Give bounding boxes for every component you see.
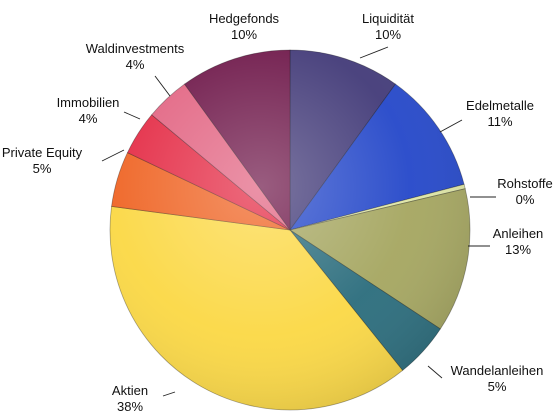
leader-line-aktien xyxy=(162,391,176,397)
slice-label-private-equity: Private Equity xyxy=(2,145,83,160)
leader-line-wandelanleihen xyxy=(427,365,443,379)
leader-line-immobilien xyxy=(123,111,141,120)
slice-label-immobilien: Immobilien xyxy=(57,95,120,110)
slice-label-edelmetalle: Edelmetalle xyxy=(466,98,534,113)
leader-line-private-equity xyxy=(101,149,125,162)
slice-value-aktien: 38% xyxy=(117,399,143,412)
slice-value-edelmetalle: 11% xyxy=(487,114,512,129)
leader-line-liquiditaet xyxy=(359,46,389,59)
slice-label-rohstoffe: Rohstoffe xyxy=(497,176,552,191)
slice-label-anleihen: Anleihen xyxy=(493,226,544,241)
slice-value-liquiditaet: 10% xyxy=(375,27,401,42)
slice-value-rohstoffe: 0% xyxy=(516,192,535,207)
leader-line-waldinvestments xyxy=(154,75,171,97)
slice-value-anleihen: 13% xyxy=(505,242,531,257)
slice-label-hedgefonds: Hedgefonds xyxy=(209,11,280,26)
leader-line-edelmetalle xyxy=(439,119,463,133)
slice-label-wandelanleihen: Wandelanleihen xyxy=(451,363,544,378)
slice-value-wandelanleihen: 5% xyxy=(488,379,507,394)
slice-value-private-equity: 5% xyxy=(33,161,52,176)
slice-value-waldinvestments: 4% xyxy=(126,57,145,72)
slice-value-immobilien: 4% xyxy=(79,111,98,126)
slice-label-aktien: Aktien xyxy=(112,383,148,398)
slice-label-liquiditaet: Liquidität xyxy=(362,11,414,26)
slice-label-waldinvestments: Waldinvestments xyxy=(86,41,185,56)
slice-value-hedgefonds: 10% xyxy=(231,27,257,42)
